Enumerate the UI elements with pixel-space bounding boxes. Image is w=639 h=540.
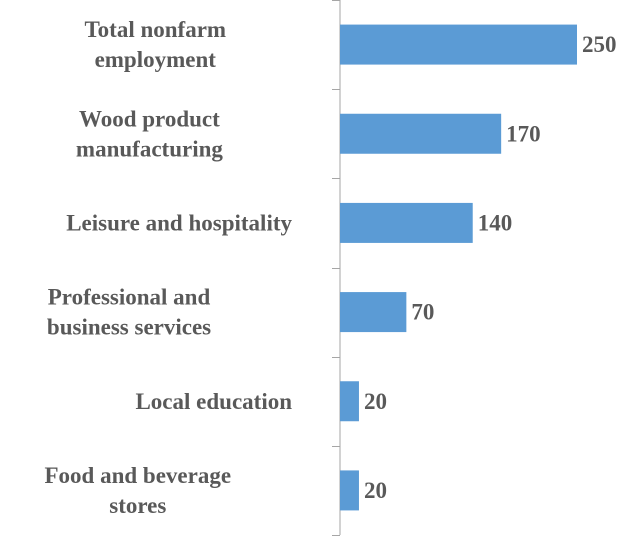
category-label: Professional and business services	[47, 285, 211, 340]
category-label-line: business services	[47, 315, 211, 340]
category-label-line: Total nonfarm	[84, 17, 226, 42]
data-label: 20	[364, 389, 387, 414]
category-label: Leisure and hospitality	[66, 210, 292, 235]
category-label-line: Food and beverage	[45, 463, 232, 488]
data-label: 250	[582, 32, 617, 57]
category-label-line: Leisure and hospitality	[66, 210, 292, 235]
bar	[340, 202, 473, 243]
category-label: Total nonfarm employment	[84, 17, 226, 72]
category-label: Wood product manufacturing	[76, 106, 223, 161]
category-label-line: manufacturing	[76, 136, 223, 161]
bar	[340, 470, 359, 511]
category-label: Local education	[135, 389, 292, 414]
category-label-line: Wood product	[79, 106, 220, 131]
bar	[340, 292, 407, 333]
data-label: 140	[478, 210, 512, 235]
bar	[340, 24, 577, 65]
category-label: Food and beverage stores	[45, 463, 232, 518]
bar	[340, 381, 359, 422]
bar	[340, 113, 502, 154]
data-label: 170	[506, 121, 541, 146]
data-label: 70	[411, 300, 434, 325]
category-label-line: stores	[109, 493, 166, 518]
category-label-line: Local education	[135, 389, 292, 414]
category-label-line: Professional and	[48, 285, 211, 310]
data-label: 20	[364, 478, 387, 503]
category-label-line: employment	[95, 47, 217, 72]
